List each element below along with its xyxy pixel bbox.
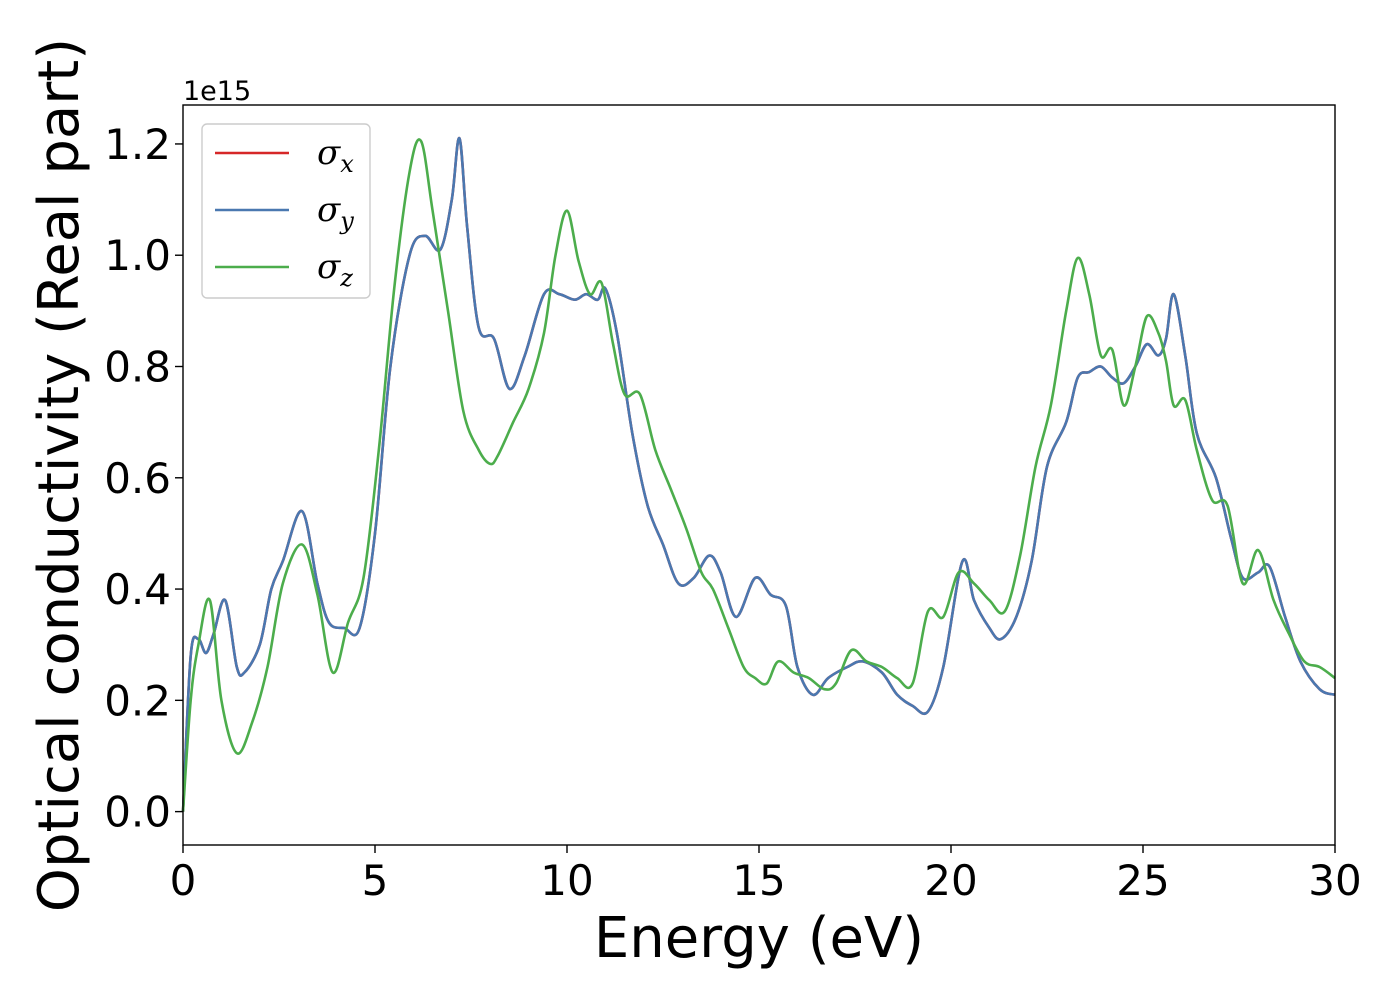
y-axis-ticks: 0.0 0.2 0.4 0.6 0.8 1.0 1.2 — [104, 120, 183, 837]
x-tick-label: 5 — [362, 856, 389, 905]
x-tick-label: 0 — [170, 856, 197, 905]
x-axis-ticks: 0 5 10 15 20 25 30 — [170, 845, 1362, 905]
y-tick-label: 1.0 — [104, 231, 171, 280]
y-axis-label: Optical conductivity (Real part) — [27, 38, 92, 912]
y-tick-label: 0.0 — [104, 788, 171, 837]
x-tick-label: 25 — [1116, 856, 1169, 905]
y-tick-label: 0.6 — [104, 454, 171, 503]
x-tick-label: 10 — [540, 856, 593, 905]
series-lines — [181, 137, 1336, 812]
legend-label-y: σy — [317, 190, 354, 235]
x-tick-label: 30 — [1308, 856, 1361, 905]
series-line-y — [181, 137, 1336, 812]
x-tick-label: 15 — [732, 856, 785, 905]
x-axis-label: Energy (eV) — [594, 906, 924, 971]
legend-label-z: σz — [317, 247, 353, 292]
y-tick-label: 1.2 — [104, 120, 171, 169]
series-line-z — [181, 138, 1336, 812]
y-offset-label: 1e15 — [183, 76, 251, 107]
legend-label-x: σx — [317, 133, 354, 178]
y-tick-label: 0.2 — [104, 676, 171, 725]
y-tick-label: 0.8 — [104, 343, 171, 392]
legend: σx σy σz — [201, 123, 371, 299]
y-tick-label: 0.4 — [104, 565, 171, 614]
x-tick-label: 20 — [924, 856, 977, 905]
